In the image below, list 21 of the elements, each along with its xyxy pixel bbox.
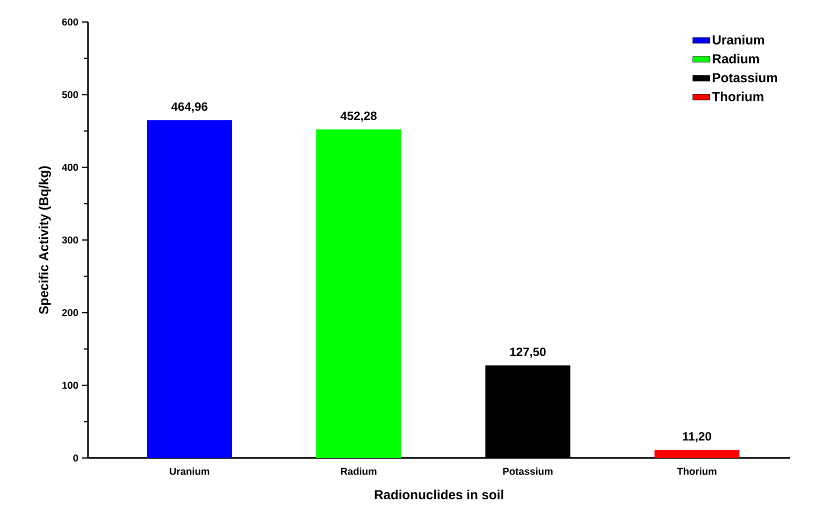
x-axis-title: Radionuclides in soil <box>374 490 504 500</box>
data-label: 452,28 <box>340 112 377 122</box>
x-tick-label: Uranium <box>170 468 210 475</box>
x-tick-label: Radium <box>340 468 376 475</box>
y-tick-label: 100 <box>62 382 78 389</box>
y-tick-label: 200 <box>62 309 78 316</box>
legend-label: Thorium <box>712 92 764 102</box>
x-tick-label: Thorium <box>677 468 716 475</box>
legend-label: Uranium <box>712 34 764 44</box>
data-label: 464,96 <box>171 102 208 113</box>
data-label: 127,50 <box>510 348 546 358</box>
y-tick-label: 600 <box>62 18 78 26</box>
legend-label: Potassium <box>712 72 777 82</box>
legend-label: Radium <box>712 54 759 64</box>
y-tick-label: 0 <box>73 454 78 462</box>
y-tick-label: 300 <box>62 236 78 244</box>
y-tick-label: 400 <box>62 164 78 171</box>
x-tick-label: Potassium <box>503 468 552 475</box>
y-tick-label: 500 <box>62 91 78 98</box>
y-axis-title: Specific Activity (Bq/kg) <box>38 166 51 314</box>
data-label: 11,20 <box>683 432 712 442</box>
